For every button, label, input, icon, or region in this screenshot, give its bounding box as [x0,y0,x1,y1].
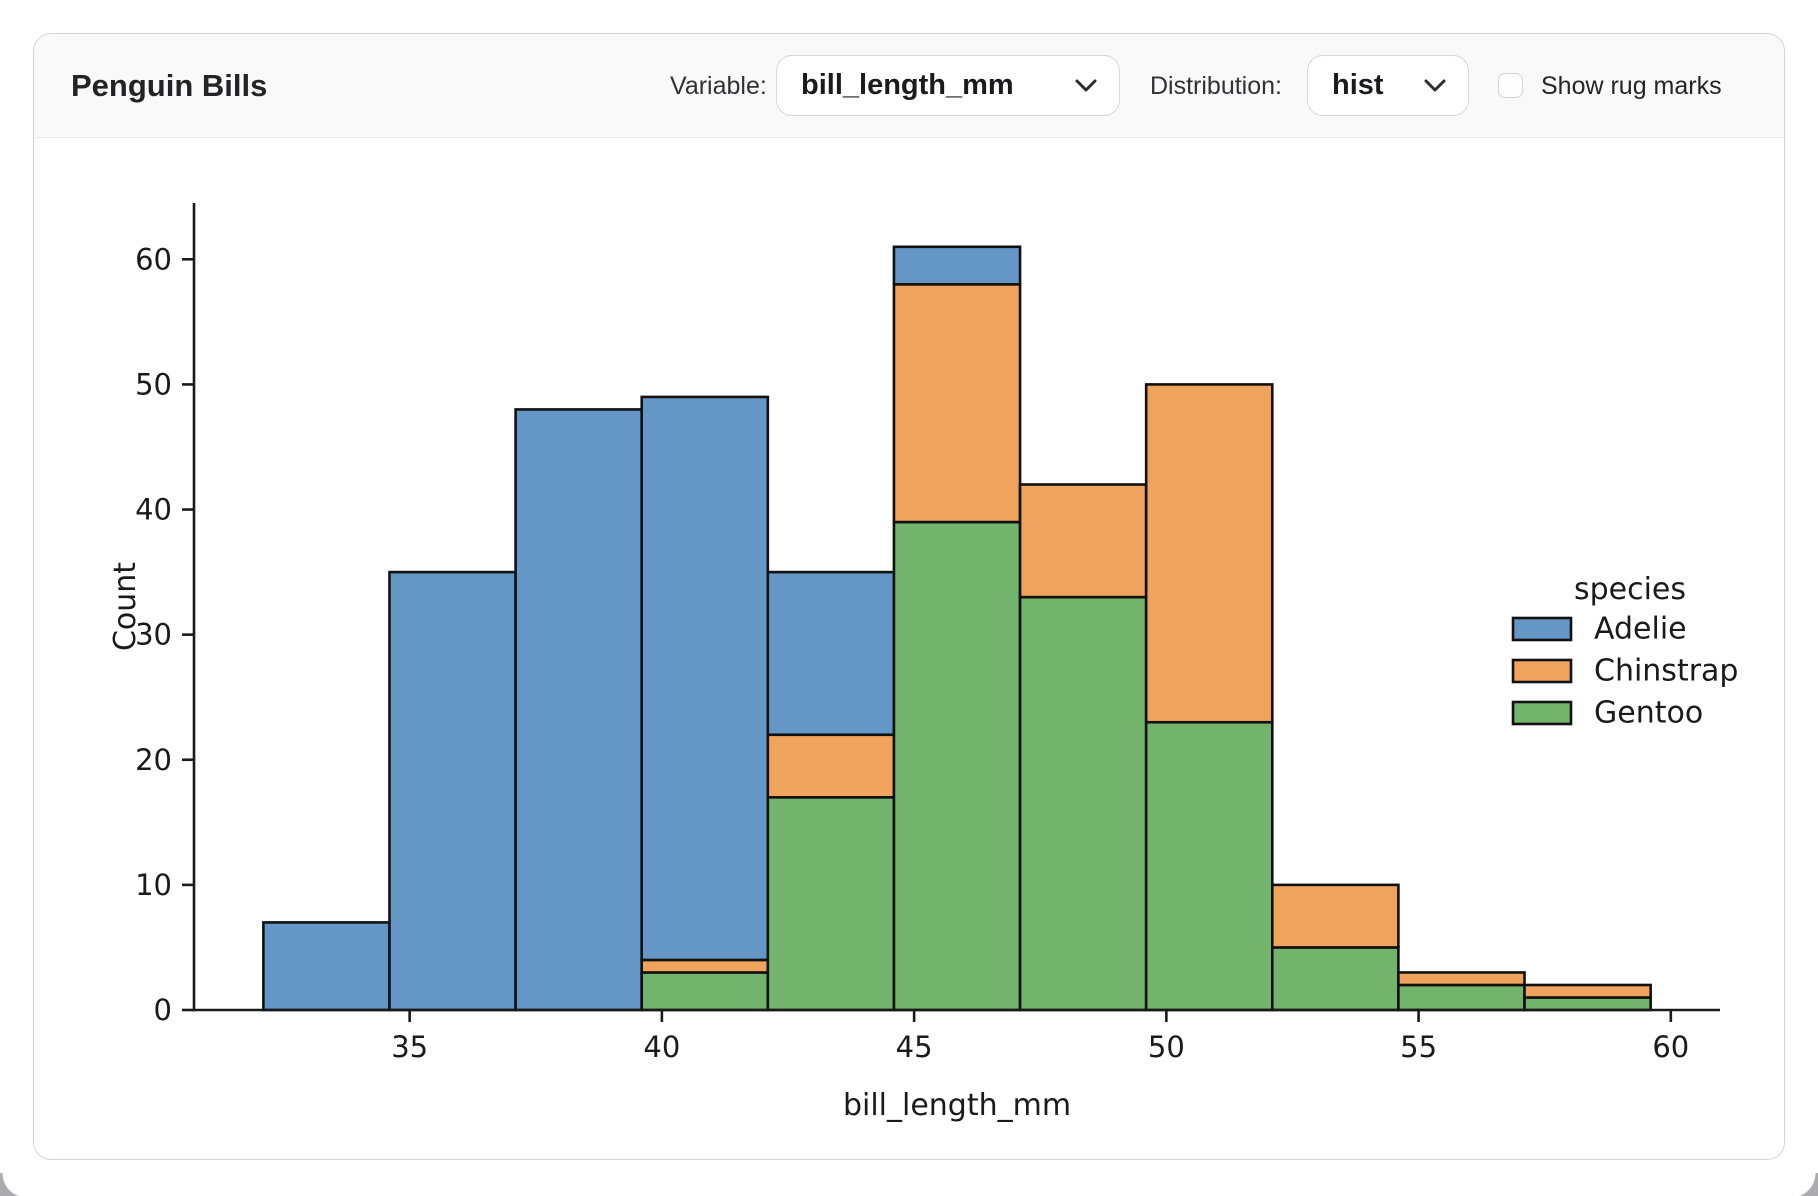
x-tick-label: 50 [1148,1030,1185,1064]
legend-label-chinstrap: Chinstrap [1594,654,1738,689]
y-tick-label: 20 [135,743,172,777]
y-tick-label: 50 [135,367,172,401]
bar-segment-adelie-bin1 [388,570,517,1012]
distribution-label: Distribution: [1150,72,1282,100]
x-axis-label: bill_length_mm [843,1088,1071,1123]
bar-segment-adelie-bin4 [766,570,896,737]
y-tick-label: 60 [135,242,172,276]
y-tick-label: 10 [135,868,172,902]
legend-swatch-adelie [1511,616,1573,642]
y-tick-label: 40 [135,493,172,527]
legend-swatch-chinstrap [1511,658,1573,684]
legend-label-adelie: Adelie [1594,612,1687,647]
legend-swatch-gentoo [1511,700,1573,726]
bar-segment-gentoo-bin10 [1523,996,1652,1012]
bar-segment-chinstrap-bin4 [766,733,896,799]
bar-segment-chinstrap-bin5 [892,283,1022,524]
bar-segment-chinstrap-bin10 [1523,983,1652,999]
x-tick-label: 35 [391,1030,428,1064]
x-tick-label: 55 [1400,1030,1437,1064]
bar-segment-adelie-bin3 [640,395,770,962]
window-corner-right [1791,1173,1818,1196]
bar-segment-gentoo-bin6 [1018,595,1148,1012]
bar-segment-chinstrap-bin8 [1270,883,1400,949]
bar-segment-gentoo-bin8 [1270,946,1400,1012]
variable-label: Variable: [670,72,767,100]
show-rug-label: Show rug marks [1541,72,1722,100]
app-card: Penguin Bills Variable: bill_length_mm D… [33,33,1785,1160]
y-tick-label: 0 [154,993,172,1027]
x-tick-label: 60 [1652,1030,1689,1064]
bar-segment-chinstrap-bin7 [1144,383,1274,724]
x-tick-label: 40 [643,1030,680,1064]
bar-segment-adelie-bin2 [514,408,644,1012]
bar-segment-adelie-bin5 [892,245,1022,286]
window-corner-left [0,1173,27,1196]
bar-segment-gentoo-bin9 [1397,983,1526,1012]
chevron-down-icon [1075,79,1097,92]
bar-segment-chinstrap-bin6 [1018,483,1148,599]
card-header: Penguin Bills Variable: bill_length_mm D… [34,34,1784,138]
histogram-figure: 0 10 20 30 40 50 60 35 40 45 50 55 60 bill_length_mm C… [108,203,1738,1123]
variable-dropdown[interactable]: bill_length_mm [776,55,1120,116]
y-tick-label: 30 [135,618,172,652]
bar-segment-gentoo-bin7 [1144,720,1274,1012]
page-title: Penguin Bills [71,68,268,103]
distribution-dropdown-value: hist [1332,69,1384,101]
legend-title: species [1574,572,1686,607]
chevron-down-icon [1424,79,1446,92]
show-rug-checkbox[interactable] [1498,73,1523,98]
bar-segment-gentoo-bin5 [892,520,1022,1012]
variable-dropdown-value: bill_length_mm [801,69,1014,101]
bar-segment-gentoo-bin3 [640,971,770,1012]
legend-label-gentoo: Gentoo [1594,696,1703,731]
bar-segment-chinstrap-bin3 [640,958,770,974]
x-tick-label: 45 [896,1030,933,1064]
distribution-dropdown[interactable]: hist [1307,55,1469,116]
chart: 0 10 20 30 40 50 60 35 40 45 50 55 60 bill_length_mm C… [34,138,1784,1159]
y-axis-label: Count [108,562,143,651]
bar-segment-gentoo-bin4 [766,796,896,1012]
bar-segment-chinstrap-bin9 [1397,971,1526,987]
bar-segment-adelie-bin0 [262,921,391,1012]
